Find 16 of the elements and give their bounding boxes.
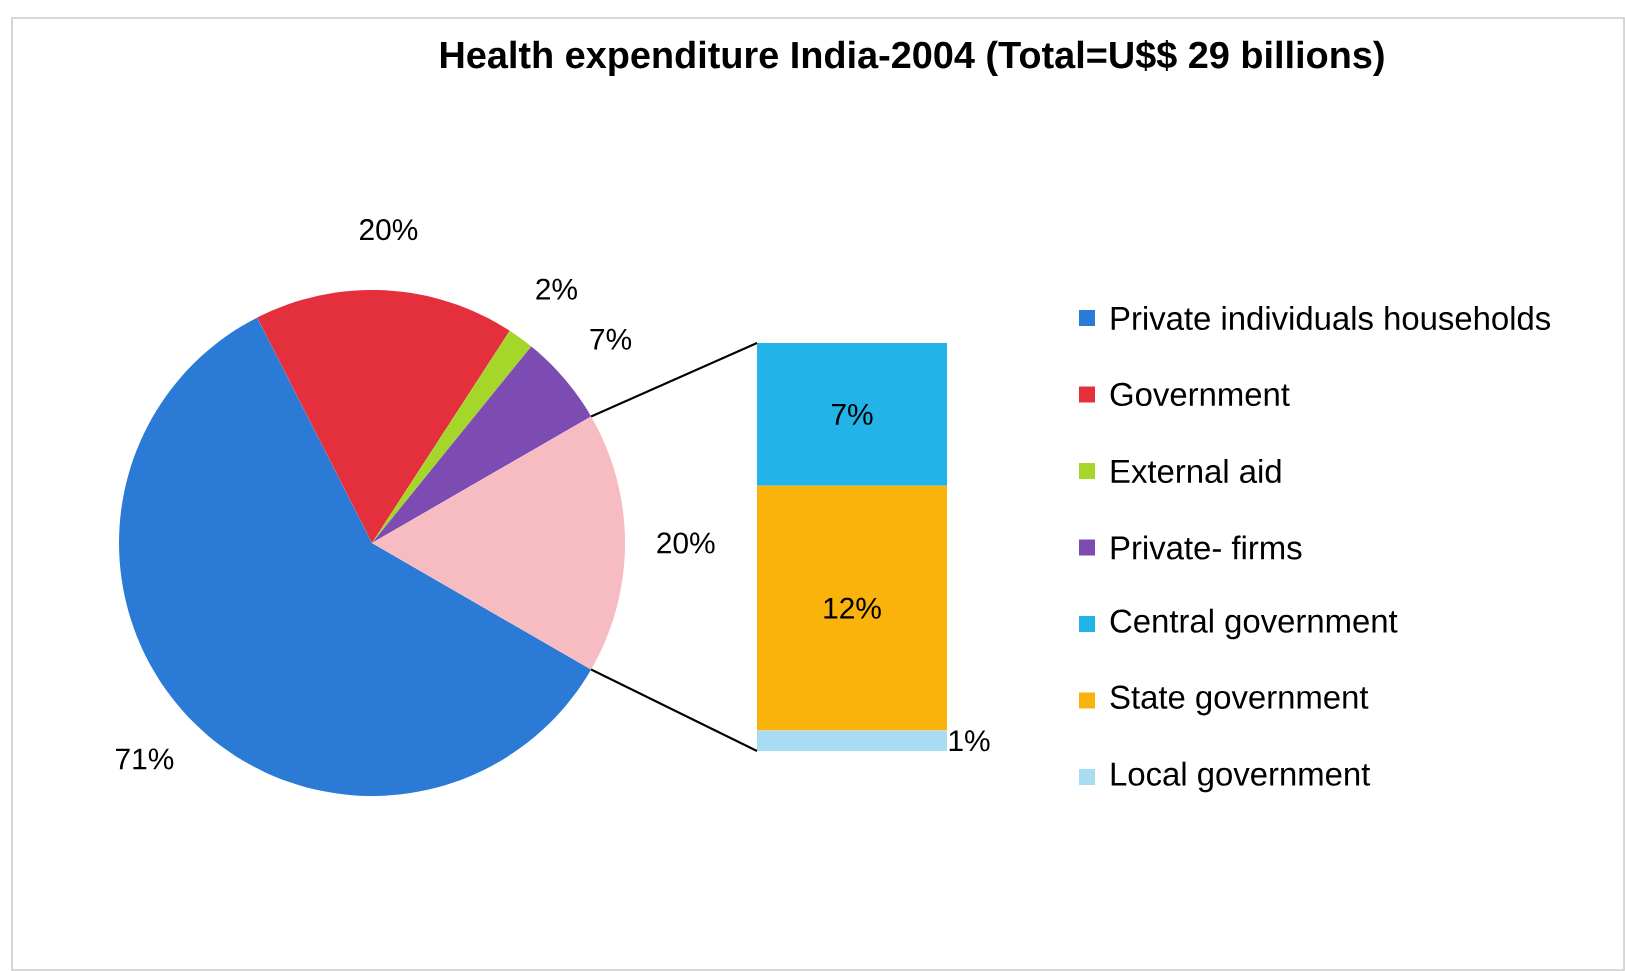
legend-label: Private individuals households	[1111, 305, 1551, 331]
chart-title: Health expenditure India-2004 (Total=U$$ 29 billions)	[441, 40, 1384, 76]
data-label: 20%	[657, 532, 715, 554]
legend-label: Private- firms	[1111, 535, 1302, 560]
data-label: 71%	[116, 748, 174, 770]
data-label: 2%	[536, 278, 577, 300]
legend-label: Local government	[1111, 761, 1371, 793]
data-label: 1%	[949, 730, 990, 752]
data-label: 12%	[824, 597, 881, 619]
data-label: 20%	[360, 219, 418, 241]
legend-label: External aid	[1111, 458, 1281, 484]
data-label: 7%	[590, 328, 632, 350]
data-label: 7%	[831, 403, 873, 425]
legend-label: State government	[1110, 685, 1369, 716]
legend-label: Government	[1110, 382, 1290, 407]
legend-label: Central government	[1110, 608, 1398, 640]
